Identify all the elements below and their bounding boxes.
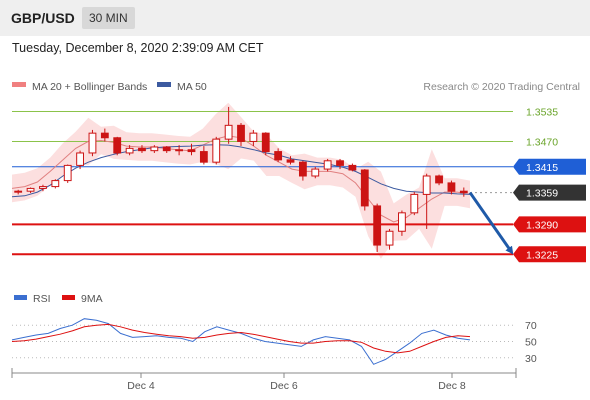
level-tag-support — [513, 216, 586, 233]
ma20-legend-label: MA 20 + Bollinger Bands — [32, 81, 147, 93]
x-axis-tick-label: Dec 6 — [270, 380, 298, 392]
candles-layer — [14, 106, 468, 252]
rsi-line — [11, 318, 471, 365]
candle-body — [336, 160, 344, 166]
candle-body — [298, 161, 307, 177]
candle-body — [212, 138, 221, 163]
candle-body — [138, 147, 146, 152]
candle-body — [125, 147, 134, 154]
research-credit: Research © 2020 Trading Central — [423, 81, 580, 93]
level-label: 1.3359 — [526, 188, 558, 200]
candle-body — [150, 146, 159, 152]
timeframe-button[interactable]: 30 MIN — [82, 7, 135, 29]
rsi-ma-line — [11, 323, 471, 354]
rsi-reference-label: 70 — [525, 320, 537, 332]
candle-body — [459, 190, 468, 194]
header-bar: GBP/USD 30 MIN — [0, 0, 590, 36]
candle-body — [323, 160, 332, 170]
rsi-ma-legend-label: 9MA — [81, 293, 103, 305]
rsi-panel: RSI 9MA 70 50 30 — [11, 293, 537, 365]
candle-body — [311, 168, 320, 177]
rsi-legend-label: RSI — [33, 293, 51, 305]
candle-body — [373, 205, 382, 246]
candle-body — [435, 175, 443, 184]
level-tag-pivot — [513, 158, 586, 175]
level-tag-current — [513, 184, 586, 201]
level-label: 1.3290 — [526, 219, 558, 231]
candle-body — [348, 164, 357, 171]
candle-body — [398, 212, 406, 232]
candle-body — [274, 151, 283, 161]
candle-body — [113, 137, 122, 154]
level-label: 1.3415 — [526, 162, 558, 174]
level-label: 1.3470 — [526, 136, 558, 148]
x-axis-tick-label: Dec 4 — [127, 380, 155, 392]
candle-body — [199, 151, 208, 163]
projection-arrow — [468, 191, 514, 255]
candle-body — [261, 132, 270, 153]
level-label: 1.3535 — [526, 107, 558, 119]
rsi-legend-swatch — [14, 295, 27, 300]
ma20-legend-swatch — [12, 82, 26, 87]
candle-body — [360, 169, 369, 207]
level-label: 1.3225 — [526, 249, 558, 261]
candle-body — [51, 180, 60, 188]
candle-body — [76, 152, 84, 166]
candle-body — [100, 132, 109, 139]
main-legend: MA 20 + Bollinger Bands MA 50 Research ©… — [12, 81, 580, 93]
candle-body — [385, 230, 394, 246]
timestamp: Tuesday, December 8, 2020 2:39:09 AM CET — [12, 41, 264, 55]
candle-body — [286, 159, 295, 163]
candle-body — [249, 132, 258, 142]
rsi-reference-label: 50 — [525, 337, 537, 349]
ma50-legend-swatch — [157, 82, 171, 87]
candle-body — [26, 187, 35, 192]
candle-body — [175, 149, 184, 152]
candle-body — [422, 175, 431, 195]
candle-body — [63, 164, 72, 182]
candle-body — [162, 146, 171, 152]
rsi-reference-label: 30 — [525, 353, 537, 365]
projection-layer — [468, 191, 514, 255]
time-axis: Dec 4 Dec 6 Dec 8 — [11, 368, 517, 392]
x-axis-tick-label: Dec 8 — [438, 380, 466, 392]
candle-body — [187, 149, 196, 153]
symbol-label: GBP/USD — [11, 10, 75, 26]
rsi-ma-legend-swatch — [62, 295, 75, 300]
candle-body — [447, 182, 456, 192]
price-levels: 1.3535 1.3470 1.3415 1.3359 1.3290 1.3225 — [12, 107, 586, 263]
candle-body — [410, 193, 419, 214]
candle-body — [14, 190, 23, 193]
level-tag-support — [513, 246, 586, 263]
candle-body — [224, 124, 233, 140]
ma50-line — [11, 144, 471, 198]
candle-body — [237, 124, 245, 142]
candle-body — [39, 186, 47, 189]
ma50-legend-label: MA 50 — [177, 81, 207, 93]
candle-body — [88, 132, 97, 154]
